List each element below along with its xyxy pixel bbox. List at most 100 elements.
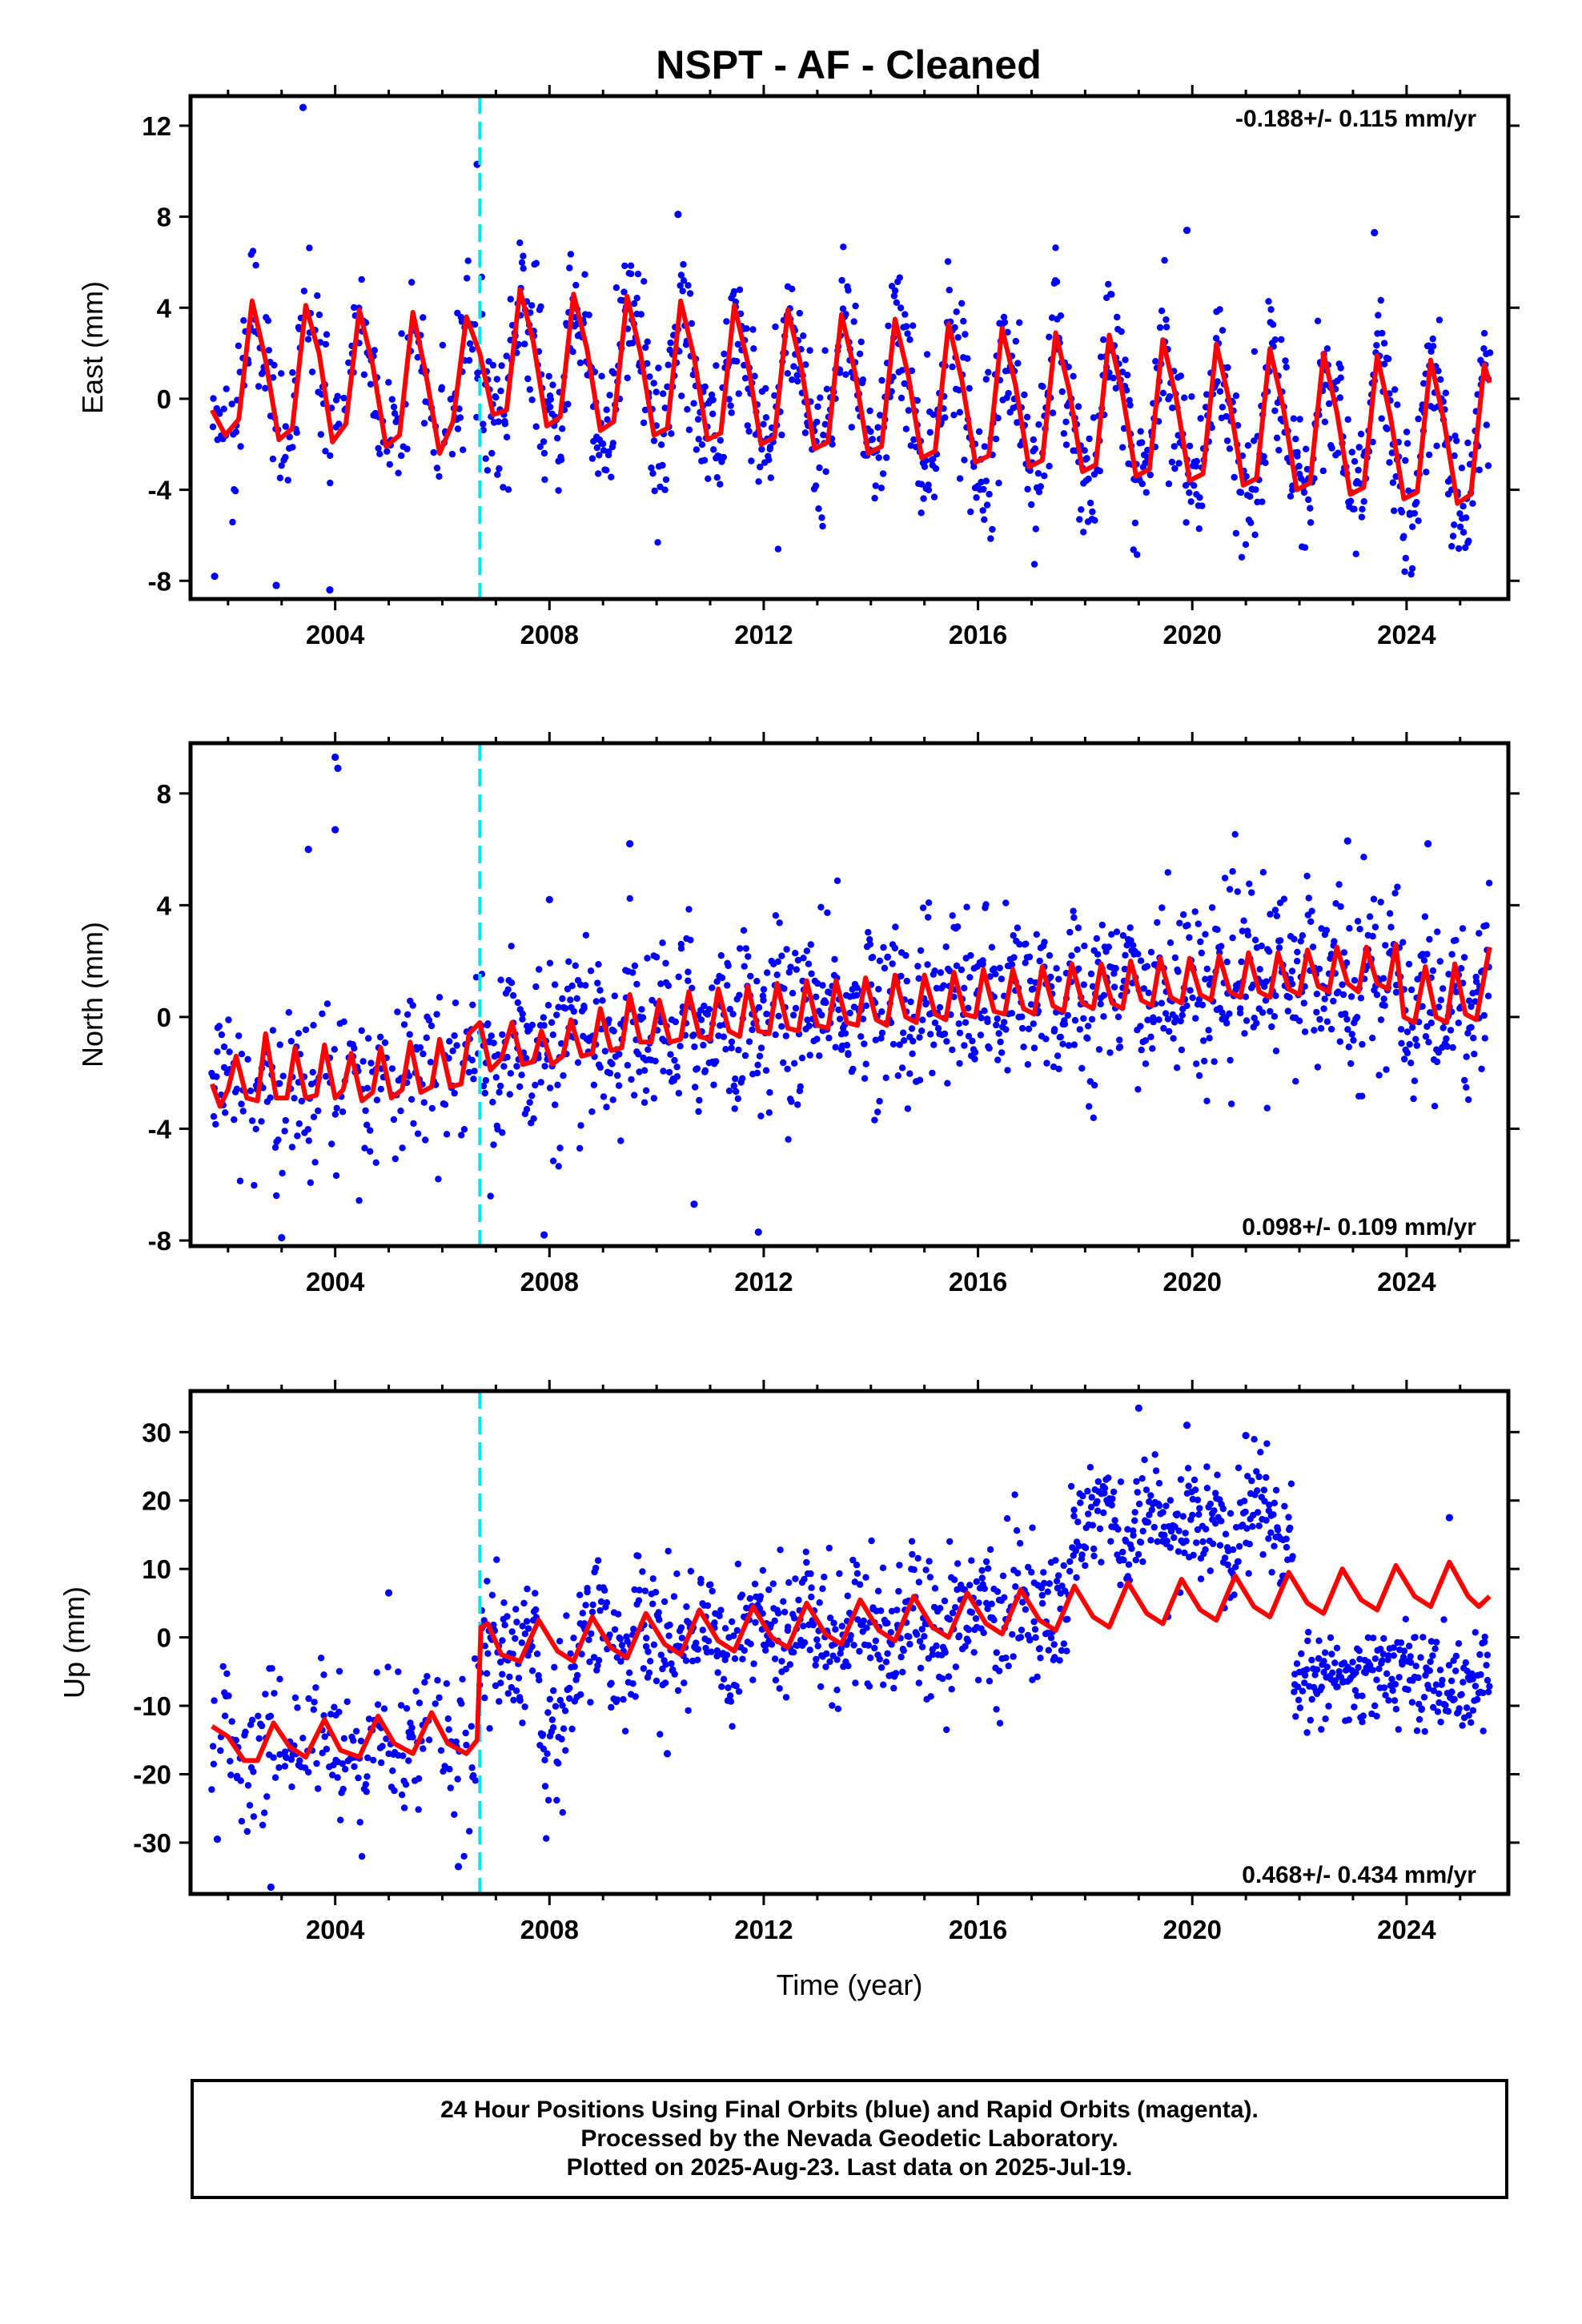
data-point: [1177, 372, 1185, 380]
data-point: [1003, 1515, 1011, 1522]
y-axis-label: East (mm): [76, 281, 109, 414]
data-point: [1229, 934, 1236, 942]
x-axis-ticks: 2004 2008 2012 2016 2020 2024: [227, 85, 1462, 649]
data-point: [750, 1660, 757, 1667]
data-point: [635, 1051, 642, 1058]
data-point: [1436, 958, 1444, 965]
data-point: [1203, 1463, 1211, 1470]
data-point: [664, 383, 671, 391]
data-point: [445, 1055, 452, 1062]
data-point: [1227, 1510, 1235, 1518]
data-point: [1155, 1502, 1163, 1510]
data-point: [415, 1775, 423, 1783]
data-point: [1130, 1532, 1137, 1539]
data-point: [304, 336, 312, 343]
data-point: [1079, 1492, 1086, 1500]
data-point: [404, 445, 411, 452]
data-point: [1147, 948, 1155, 956]
data-point: [917, 947, 925, 955]
data-point: [822, 999, 829, 1007]
data-point: [656, 1616, 663, 1623]
data-point: [949, 363, 956, 371]
data-point: [806, 347, 813, 354]
data-point: [1199, 1538, 1207, 1546]
data-point: [1152, 1467, 1160, 1474]
data-point: [1267, 306, 1275, 313]
data-point: [436, 472, 443, 480]
data-point: [1105, 280, 1112, 288]
data-point: [1271, 1013, 1279, 1020]
data-point: [930, 456, 937, 463]
data-point: [1085, 475, 1092, 483]
data-point: [846, 1009, 853, 1017]
chart-title: NSPT - AF - Cleaned: [656, 42, 1042, 87]
data-point: [262, 384, 269, 392]
data-point: [897, 304, 905, 312]
data-point: [1286, 994, 1293, 1001]
data-point: [1352, 1669, 1359, 1676]
data-point: [1199, 502, 1206, 509]
data-point: [1469, 1707, 1477, 1714]
data-point: [1177, 1476, 1185, 1483]
data-point: [958, 966, 966, 974]
data-point: [550, 1687, 557, 1695]
data-point: [817, 1683, 825, 1691]
data-point: [1134, 551, 1141, 558]
data-point: [694, 416, 702, 423]
data-point: [1163, 1538, 1170, 1545]
data-point: [1088, 1015, 1096, 1023]
data-point: [1205, 1027, 1212, 1034]
data-point: [1112, 964, 1119, 972]
data-point: [649, 1575, 656, 1582]
data-point: [813, 1035, 821, 1043]
data-point: [1090, 1081, 1098, 1089]
data-point: [510, 1696, 517, 1704]
data-point: [1406, 1040, 1413, 1048]
data-point: [969, 1037, 976, 1045]
data-point: [1232, 1563, 1239, 1570]
data-point: [1323, 345, 1331, 352]
data-point: [1110, 374, 1117, 382]
data-point: [1385, 1697, 1392, 1704]
data-point: [271, 1144, 279, 1152]
data-point: [1123, 387, 1130, 394]
data-point: [408, 1096, 416, 1104]
data-point: [966, 384, 973, 392]
data-point: [1484, 992, 1492, 999]
data-point: [1096, 1525, 1104, 1533]
data-point: [420, 314, 427, 321]
data-point: [1429, 336, 1436, 343]
data-point: [605, 1016, 612, 1023]
data-point: [1406, 509, 1414, 517]
data-point: [1359, 1719, 1366, 1726]
data-point: [1137, 428, 1144, 435]
data-point: [1389, 479, 1397, 486]
data-point: [794, 1101, 801, 1108]
data-point: [1423, 468, 1430, 476]
data-point: [512, 1687, 520, 1695]
data-point: [1178, 1011, 1186, 1019]
data-point: [225, 1692, 232, 1699]
data-point: [282, 423, 289, 430]
data-point: [497, 1679, 504, 1687]
data-point: [695, 1108, 702, 1116]
data-point: [555, 487, 562, 494]
data-point: [273, 1192, 280, 1200]
data-point: [1263, 1517, 1270, 1524]
data-point: [317, 1655, 325, 1662]
data-point: [258, 1722, 266, 1730]
data-point: [544, 1002, 552, 1009]
data-point: [250, 1813, 258, 1820]
data-point: [813, 979, 821, 987]
data-point: [1462, 514, 1470, 521]
data-point: [570, 1634, 577, 1642]
data-point: [486, 1725, 493, 1732]
data-point: [785, 968, 793, 976]
data-point: [1057, 312, 1065, 320]
data-point: [238, 1818, 246, 1825]
data-point: [685, 282, 692, 289]
data-point: [853, 984, 861, 991]
data-point: [823, 385, 831, 392]
data-point: [1452, 936, 1460, 944]
data-point: [631, 1092, 638, 1099]
